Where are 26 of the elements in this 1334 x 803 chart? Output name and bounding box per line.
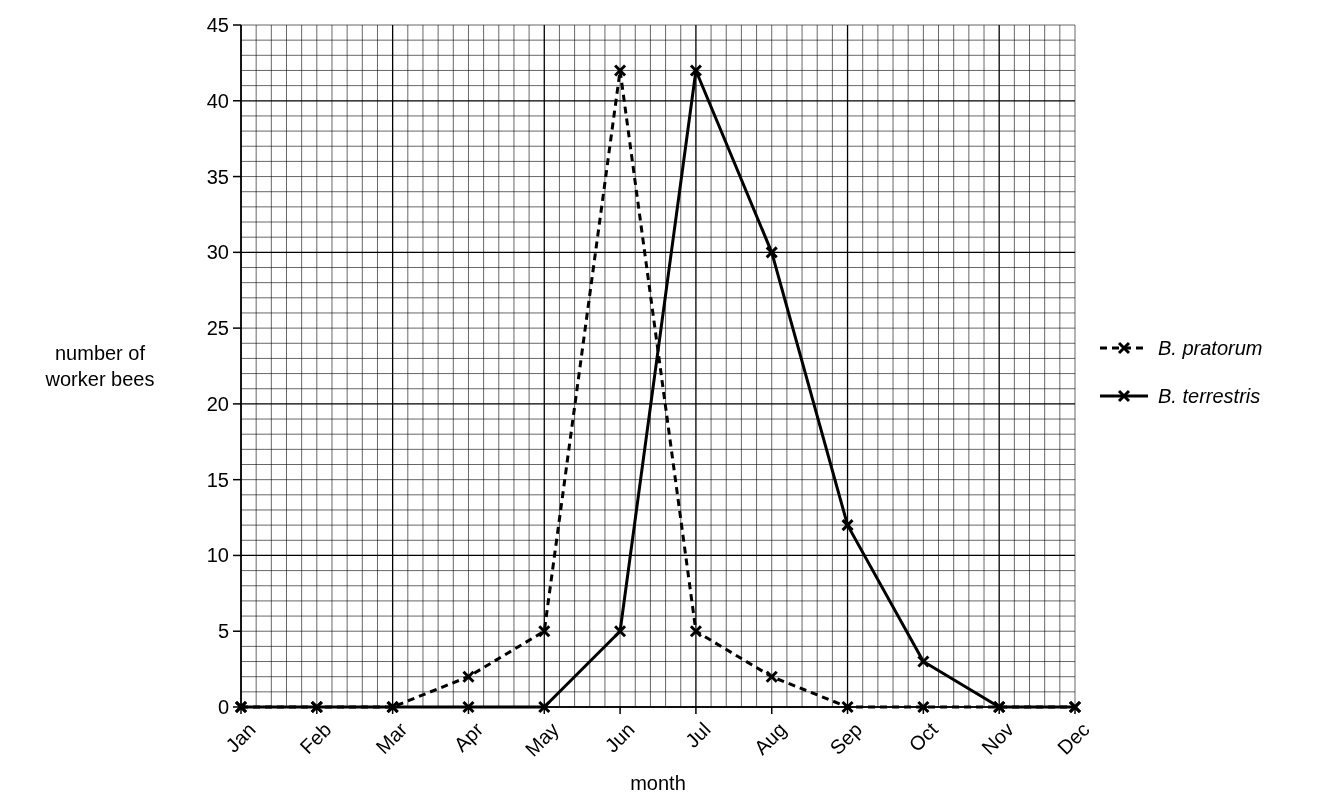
y-tick-label: 35 <box>206 165 229 188</box>
y-tick-label: 0 <box>217 696 229 718</box>
x-tick-label: Oct <box>904 717 943 756</box>
x-tick-label: Apr <box>449 717 488 756</box>
x-tick-label: May <box>520 718 563 761</box>
legend-label: B. pratorum <box>1158 337 1263 359</box>
legend-label: B. terrestris <box>1158 385 1261 407</box>
x-tick-label: Feb <box>295 718 336 759</box>
x-tick-label: Jan <box>221 718 260 757</box>
y-tick-label: 30 <box>206 241 229 264</box>
x-tick-label: Mar <box>371 717 412 759</box>
x-tick-label: Jul <box>680 718 715 752</box>
y-tick-label: 20 <box>206 392 229 415</box>
y-tick-label: 15 <box>206 468 229 491</box>
x-tick-label: Nov <box>977 718 1018 759</box>
y-tick-label: 10 <box>206 544 229 567</box>
x-axis-title: month <box>630 772 686 794</box>
x-tick-label: Sep <box>825 718 867 759</box>
y-axis-title: number of worker bees <box>44 342 155 390</box>
x-tick-label: Aug <box>749 718 791 759</box>
y-tick-label: 25 <box>206 317 229 340</box>
y-tick-label: 5 <box>217 620 229 643</box>
x-tick-label: Jun <box>600 718 639 757</box>
y-tick-label: 45 <box>206 14 229 36</box>
x-tick-label: Dec <box>1053 718 1094 759</box>
y-tick-label: 40 <box>206 89 229 112</box>
